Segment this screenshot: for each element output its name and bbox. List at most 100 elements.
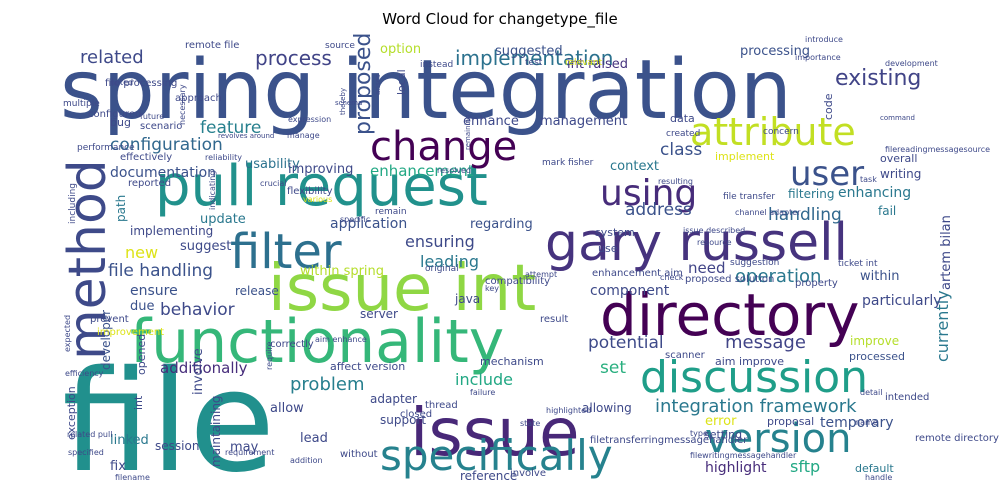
- word-data: data: [670, 112, 695, 125]
- word-implementation: implementation: [455, 46, 613, 70]
- word-session: session: [155, 439, 199, 453]
- word-property: property: [795, 278, 838, 289]
- word-remain: remain: [375, 207, 407, 217]
- word-flexibility: flexibility: [287, 186, 333, 197]
- word-performance: performance: [77, 143, 135, 153]
- word-schema: schema: [335, 99, 362, 107]
- word-may: may: [230, 440, 259, 455]
- word-existing: existing: [835, 66, 921, 91]
- word-leading: leading: [420, 252, 479, 271]
- word-filetransferringmessagehandler: filetransferringmessagehandler: [590, 435, 748, 446]
- word-test: test: [525, 58, 543, 68]
- word-source: source: [325, 41, 355, 51]
- word-behavior: behavior: [160, 300, 235, 320]
- word-currently: currently: [933, 290, 952, 362]
- word-file-handling: file handling: [108, 261, 213, 281]
- word-without: without: [340, 449, 378, 460]
- word-configuration: configuration: [110, 135, 223, 155]
- word-prevent: prevent: [90, 314, 129, 325]
- word-overall: overall: [880, 152, 917, 165]
- word-resulting: resulting: [658, 177, 693, 186]
- word-additionally: additionally: [160, 359, 248, 377]
- word-improving: improving: [288, 162, 353, 177]
- word-particularly: particularly: [862, 293, 942, 309]
- word-component: component: [590, 283, 670, 299]
- chart-title: Word Cloud for changetype_file: [382, 10, 618, 28]
- word-improvement: improvement: [97, 327, 164, 338]
- word-ticket-int: ticket int: [838, 259, 878, 269]
- word-remaining: remaining: [464, 115, 472, 150]
- word-expected: expected: [63, 315, 72, 352]
- word-file: file: [62, 341, 275, 500]
- word-closed: closed: [400, 409, 432, 420]
- word-opened: opened: [135, 334, 148, 375]
- word-attribute: attribute: [690, 110, 856, 154]
- word-scanner: scanner: [665, 350, 706, 361]
- word-task: task: [860, 175, 877, 184]
- word-handling: handling: [768, 205, 842, 225]
- word-use: use: [598, 242, 618, 255]
- word-mark-fisher: mark fisher: [542, 158, 594, 168]
- word-resource: resource: [697, 238, 732, 247]
- word-failure: failure: [470, 388, 495, 397]
- word-concern: concern: [763, 127, 799, 137]
- word-manage: manage: [287, 131, 320, 140]
- word-suggested: suggested: [495, 44, 563, 59]
- word-local: local: [395, 69, 408, 95]
- word-message: message: [725, 332, 806, 353]
- word-enhance: enhance: [463, 114, 519, 129]
- word-sftp: sftp: [790, 457, 820, 476]
- word-default: default: [855, 462, 894, 475]
- word-revolves-around: revolves around: [218, 132, 274, 140]
- word-bug: bug: [110, 116, 131, 129]
- word-requirement: requirement: [225, 448, 274, 457]
- word-reference: reference: [460, 469, 517, 483]
- word-problem: problem: [290, 374, 364, 395]
- word-spring-integration: spring integration: [60, 43, 792, 138]
- word-adapter: adapter: [370, 392, 417, 406]
- word-resolved: resolved: [437, 166, 471, 175]
- word-include: include: [455, 370, 513, 389]
- word-result: result: [540, 314, 568, 325]
- word-enhancement: enhancement: [370, 162, 474, 180]
- word-lead: lead: [300, 431, 328, 446]
- word-remote-directory: remote directory: [915, 433, 999, 444]
- word-thereby: thereby: [339, 88, 347, 115]
- word-implementing: implementing: [130, 224, 213, 238]
- word-file-transfer: file transfer: [723, 192, 775, 202]
- word-approach: approach: [175, 93, 222, 104]
- word-regarding: regarding: [470, 217, 533, 232]
- word-exception: exception: [65, 386, 78, 440]
- word-using: using: [600, 173, 697, 214]
- word-crucial: crucial: [260, 179, 287, 188]
- word-filereadingmessagesource: filereadingmessagesource: [885, 145, 990, 154]
- word-type: type: [690, 429, 708, 438]
- word-reliability: reliability: [205, 153, 242, 162]
- word-various: various: [303, 195, 332, 204]
- word-processing: processing: [740, 44, 810, 59]
- word-introduce: introduce: [805, 35, 843, 44]
- word-filewritingmessagehandler: filewritingmessagehandler: [690, 451, 797, 460]
- word-efficiency: efficiency: [65, 369, 104, 378]
- word-processed: processed: [849, 350, 905, 363]
- word-writing: writing: [880, 167, 921, 181]
- word-remote-file: remote file: [185, 40, 239, 51]
- word-operation: operation: [735, 266, 821, 287]
- word-java: java: [454, 292, 480, 306]
- word-need: need: [688, 259, 726, 277]
- word-instead: instead: [420, 60, 453, 70]
- word-change: change: [370, 124, 517, 170]
- word-method: method: [58, 159, 118, 360]
- word-address: address: [625, 200, 692, 220]
- word-suggestion: suggestion: [730, 258, 779, 268]
- word-artem-bilan: artem bilan: [939, 215, 954, 290]
- word-issue-int: issue int: [268, 252, 536, 326]
- word-multiple: multiple: [63, 99, 100, 109]
- word-potential: potential: [588, 333, 664, 353]
- word-gary-russell: gary russell: [545, 213, 848, 273]
- word-development: development: [885, 59, 938, 68]
- word-temporary: temporary: [820, 415, 894, 431]
- word-allowing: allowing: [582, 401, 632, 415]
- word-due: due: [130, 299, 155, 314]
